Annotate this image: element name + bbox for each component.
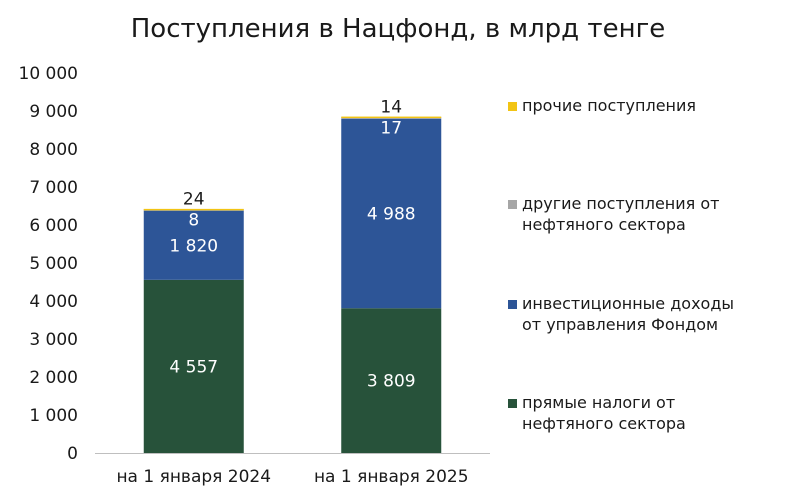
legend-label: прочие поступления xyxy=(522,96,697,115)
y-tick-label: 7 000 xyxy=(29,178,78,198)
bar-segment xyxy=(143,210,244,280)
data-label: 4 988 xyxy=(367,204,416,224)
legend-swatch xyxy=(508,102,517,111)
legend-swatch xyxy=(508,399,517,408)
bar-segment xyxy=(341,118,442,309)
y-tick-label: 4 000 xyxy=(29,292,78,312)
legend-label: другие поступления от нефтяного сектора xyxy=(522,194,720,234)
bar-segment xyxy=(341,116,442,119)
data-label: 14 xyxy=(380,98,402,118)
legend-label: инвестиционные доходы от управления Фондо… xyxy=(522,294,735,334)
bar-segment xyxy=(143,279,244,453)
y-tick-label: 9 000 xyxy=(29,102,78,122)
chart-title: Поступления в Нацфонд, в млрд тенге xyxy=(130,14,666,44)
legend-swatch xyxy=(508,300,517,309)
data-label: 24 xyxy=(183,189,205,209)
data-label: 17 xyxy=(380,119,402,139)
data-label: 8 xyxy=(188,211,199,231)
legend-swatch xyxy=(508,200,517,209)
y-tick-label: 1 000 xyxy=(29,406,78,426)
y-tick-label: 0 xyxy=(67,444,78,464)
y-tick-label: 10 000 xyxy=(19,64,78,84)
y-tick-label: 6 000 xyxy=(29,216,78,236)
data-label: 1 820 xyxy=(169,236,218,256)
x-category-label: на 1 января 2025 xyxy=(314,467,469,487)
y-tick-label: 8 000 xyxy=(29,140,78,160)
legend-label: прямые налоги от нефтяного сектора xyxy=(522,393,686,433)
bar-segment xyxy=(143,208,244,211)
data-label: 4 557 xyxy=(169,357,218,377)
bar-segment xyxy=(341,308,442,453)
y-tick-label: 5 000 xyxy=(29,254,78,274)
x-category-label: на 1 января 2024 xyxy=(116,467,271,487)
data-label: 3 809 xyxy=(367,372,416,392)
y-tick-label: 2 000 xyxy=(29,368,78,388)
y-tick-label: 3 000 xyxy=(29,330,78,350)
